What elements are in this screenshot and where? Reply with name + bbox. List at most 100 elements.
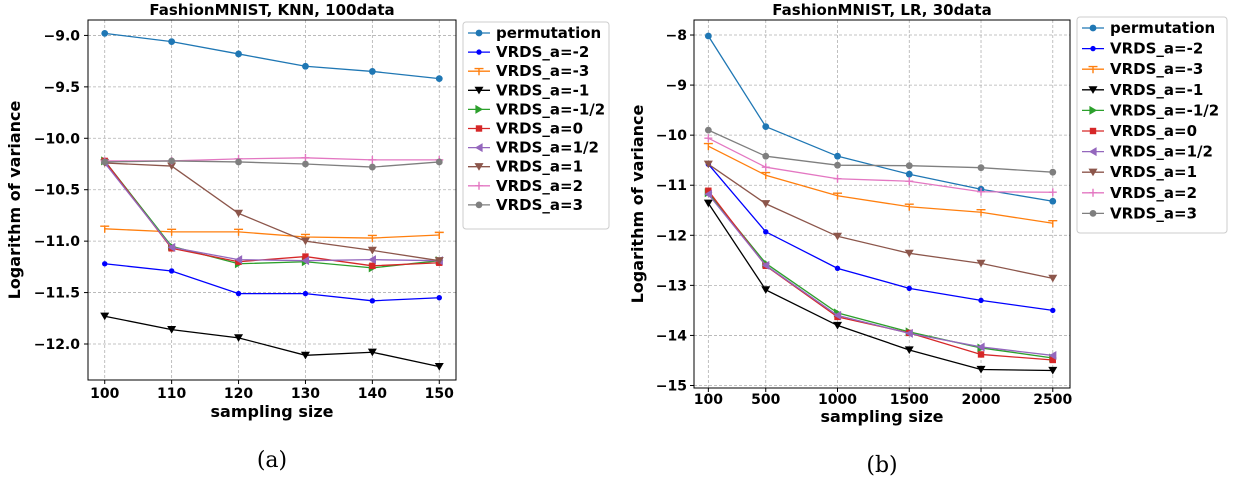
legend-box <box>1076 16 1228 234</box>
data-point <box>301 256 310 266</box>
legend-label: VRDS_a=0 <box>496 120 583 138</box>
data-point <box>976 208 986 217</box>
data-point <box>302 253 309 260</box>
legend-label: VRDS_a=-2 <box>496 43 589 61</box>
data-point <box>368 155 377 164</box>
data-point <box>704 189 712 199</box>
data-point <box>234 255 243 265</box>
data-point <box>704 126 712 134</box>
data-point <box>168 157 176 165</box>
legend-label: VRDS_a=-1/2 <box>496 100 605 118</box>
data-point <box>235 50 242 58</box>
series-line <box>104 160 440 168</box>
data-point <box>434 363 444 371</box>
data-point <box>302 62 309 70</box>
data-point <box>1049 168 1057 176</box>
series-line <box>707 163 1053 312</box>
data-point <box>904 203 914 211</box>
legend-swatch-marker <box>1089 105 1098 115</box>
legend-swatch-marker <box>1089 24 1097 32</box>
data-point <box>833 174 842 183</box>
data-point <box>976 259 986 268</box>
y-tick-label: −9.5 <box>43 80 80 96</box>
legend-label: VRDS_a=1/2 <box>496 139 599 157</box>
data-point <box>904 346 914 354</box>
data-point <box>833 192 843 200</box>
y-tick-label: −9 <box>666 78 687 94</box>
data-point <box>300 237 310 246</box>
data-point <box>102 261 108 267</box>
legend-label: VRDS_a=3 <box>1110 204 1197 222</box>
legend-label: VRDS_a=1 <box>496 158 583 176</box>
series-line <box>104 160 440 269</box>
legend-swatch-marker <box>475 181 483 190</box>
data-point <box>905 177 914 186</box>
plot-area <box>88 20 456 380</box>
data-point <box>367 234 377 243</box>
data-point <box>301 153 310 162</box>
legend-swatch-marker <box>1089 127 1097 135</box>
x-tick-label: 120 <box>224 386 253 402</box>
y-tick-label: −15 <box>656 378 687 394</box>
data-point <box>435 75 443 83</box>
data-point <box>436 295 442 301</box>
data-point <box>763 229 769 235</box>
data-point <box>167 228 177 236</box>
data-point <box>302 160 309 168</box>
data-point <box>1050 307 1056 314</box>
data-point <box>833 321 843 330</box>
legend-swatch-marker <box>474 86 484 95</box>
data-point <box>703 199 713 208</box>
data-point <box>368 163 376 171</box>
series-line <box>104 162 440 262</box>
x-tick-label: 100 <box>90 386 119 402</box>
chart-title: FashionMNIST, KNN, 100data <box>149 1 394 19</box>
legend-label: VRDS_a=1 <box>1110 163 1197 181</box>
y-tick-label: −8 <box>666 28 687 44</box>
data-point <box>977 164 985 172</box>
legend-label: permutation <box>1110 19 1215 37</box>
legend-label: VRDS_a=-2 <box>1110 40 1203 58</box>
legend-swatch-marker <box>475 29 483 37</box>
x-tick-label: 2500 <box>1033 392 1072 408</box>
data-point <box>235 158 242 166</box>
legend-swatch-marker <box>1089 188 1097 197</box>
data-point <box>368 68 376 75</box>
y-tick-label: −12 <box>656 228 687 244</box>
data-point <box>234 209 244 218</box>
y-tick-label: −14 <box>656 328 687 344</box>
data-point <box>300 351 310 360</box>
data-point <box>101 158 109 166</box>
data-point <box>234 334 244 342</box>
data-point <box>905 170 913 178</box>
legend-label: VRDS_a=-3 <box>496 62 589 80</box>
data-point <box>1048 366 1058 375</box>
data-point <box>977 187 986 196</box>
series-line <box>707 163 1053 279</box>
legend: permutation VRDS_a=-2 VRDS_a=-3 VRDS_a=-1 VR… <box>1076 16 1228 234</box>
legend-label: VRDS_a=-1 <box>1110 81 1203 99</box>
data-point <box>367 348 377 357</box>
data-point <box>703 142 713 151</box>
data-point <box>434 231 444 239</box>
x-tick-label: 150 <box>425 386 454 402</box>
data-point <box>302 290 309 297</box>
data-point <box>434 257 444 265</box>
data-point <box>1048 350 1057 360</box>
series-line <box>104 263 440 302</box>
x-tick-label: 500 <box>751 392 780 408</box>
legend-swatch-marker <box>1088 65 1098 74</box>
data-point <box>704 134 713 143</box>
data-point <box>167 242 176 252</box>
data-point <box>704 32 712 40</box>
data-point <box>834 265 841 272</box>
series-line <box>104 32 440 80</box>
data-point <box>1049 356 1056 364</box>
data-point <box>705 187 712 194</box>
series-line <box>707 192 1053 359</box>
data-point <box>904 249 914 258</box>
data-point <box>369 298 376 304</box>
series-line <box>708 137 1053 193</box>
legend-label: VRDS_a=-1/2 <box>1110 101 1219 119</box>
